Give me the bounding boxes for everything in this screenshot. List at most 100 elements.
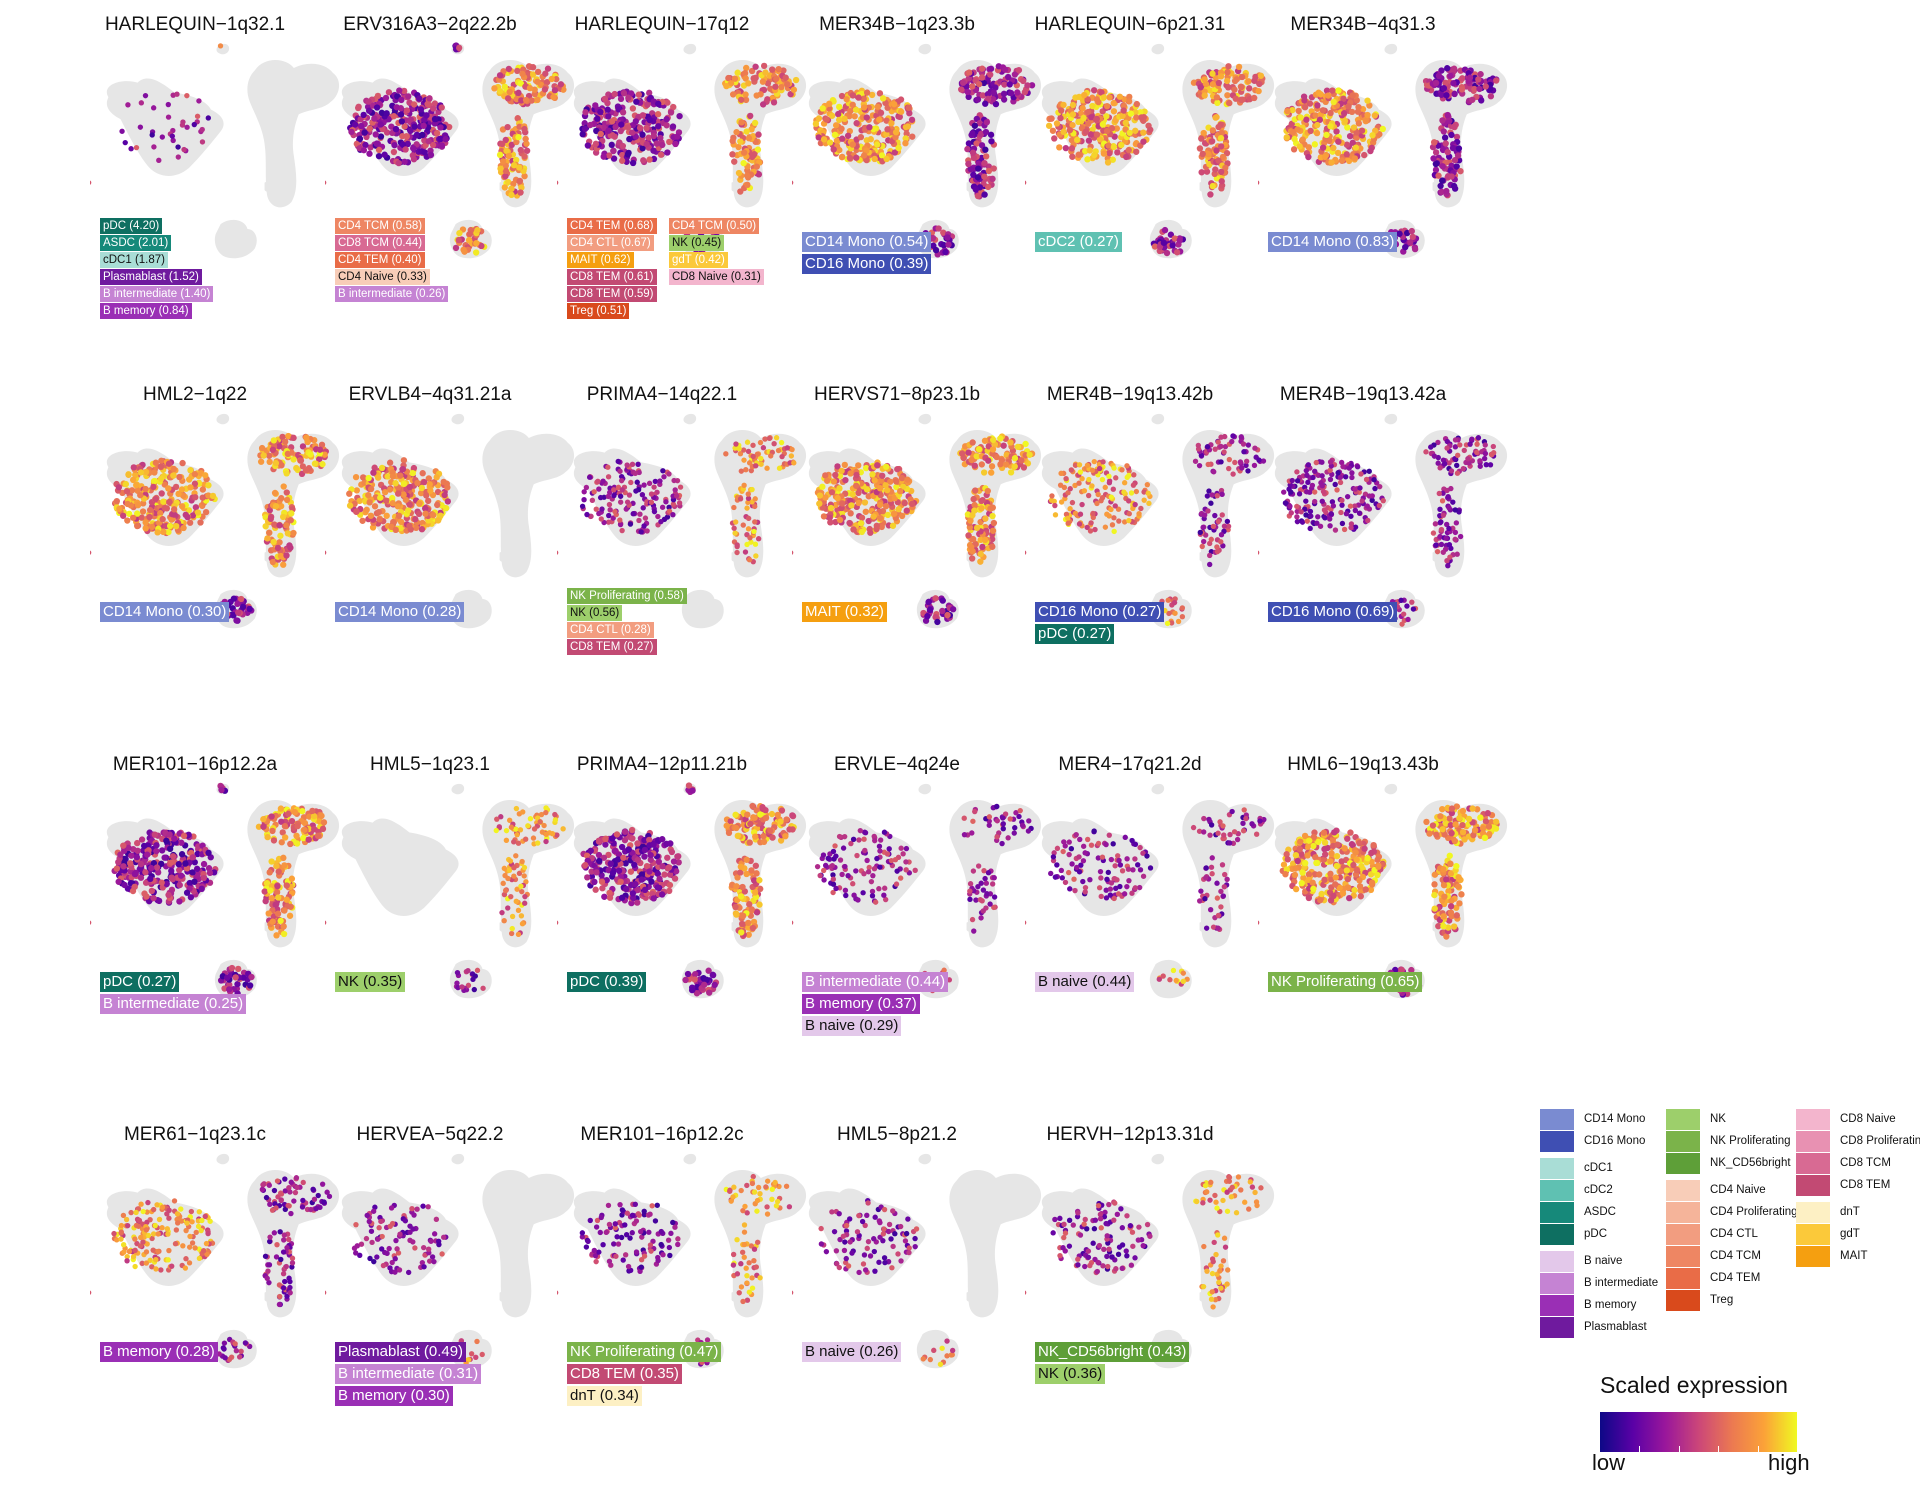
scatter-point	[1198, 169, 1205, 176]
scatter-point	[385, 89, 393, 96]
scatter-point	[1176, 237, 1183, 244]
scatter-point	[424, 100, 431, 108]
scatter-point	[1409, 233, 1416, 241]
scatter-point	[989, 446, 997, 453]
celltype-label: Plasmablast (1.52)	[100, 269, 202, 285]
scatter-point	[605, 113, 612, 120]
scatter-point	[816, 492, 824, 499]
scatter-point	[365, 474, 372, 482]
scatter-point	[891, 149, 898, 156]
scatter-point	[346, 502, 354, 509]
scatter-point	[1094, 500, 1100, 507]
scatter-point	[832, 122, 840, 129]
scatter-point	[597, 108, 604, 116]
scatter-point	[969, 535, 977, 543]
scatter-point	[1239, 96, 1246, 103]
scatter-point	[876, 90, 884, 97]
scatter-point	[989, 535, 996, 543]
scatter-point	[1399, 621, 1405, 627]
scatter-point	[1350, 124, 1358, 131]
scatter-point	[402, 496, 410, 503]
scatter-point	[1258, 180, 1260, 185]
umap-plot	[792, 413, 1042, 629]
scatter-point	[283, 470, 290, 477]
scatter-point	[768, 453, 774, 459]
scatter-point	[132, 471, 139, 479]
scatter-point	[1022, 440, 1029, 448]
scatter-point	[381, 488, 389, 496]
scatter-point	[382, 497, 390, 504]
scatter-point	[400, 87, 408, 95]
scatter-point	[965, 532, 972, 539]
scatter-point	[632, 118, 639, 125]
scatter-point	[1166, 610, 1172, 617]
scatter-point	[279, 433, 286, 441]
scatter-point	[870, 513, 877, 520]
scatter-point	[965, 160, 972, 168]
scatter-point	[176, 881, 183, 889]
scatter-point	[260, 452, 267, 459]
scatter-point	[175, 490, 182, 498]
scatter-point	[1069, 111, 1077, 118]
scatter-point	[983, 119, 990, 126]
scatter-point	[455, 236, 462, 244]
scatter-point	[883, 487, 891, 494]
scatter-point	[1364, 97, 1371, 104]
scatter-point	[981, 173, 988, 180]
scatter-point	[646, 480, 653, 487]
scatter-point	[269, 446, 277, 453]
scatter-point	[819, 105, 826, 112]
scatter-point	[1089, 467, 1096, 473]
scatter-point	[1320, 488, 1327, 495]
scatter-point	[1483, 461, 1489, 468]
scatter-point	[958, 86, 965, 93]
scatter-point	[168, 867, 175, 875]
scatter-point	[1304, 472, 1310, 478]
scatter-point	[627, 521, 634, 527]
panel-title: HARLEQUIN−17q12	[574, 14, 750, 35]
scatter-point	[1446, 525, 1452, 532]
scatter-point	[1124, 463, 1130, 469]
umap-plot	[1025, 43, 1275, 259]
celltype-label-group: CD4 TEM (0.68) CD4 CTL (0.67) MAIT (0.62) C…	[567, 218, 657, 320]
scatter-point	[1352, 486, 1358, 492]
scatter-point	[958, 450, 966, 457]
scatter-point	[1233, 76, 1240, 83]
scatter-point	[1372, 485, 1378, 492]
scatter-point	[171, 511, 178, 518]
scatter-point	[1132, 127, 1139, 134]
scatter-point	[1085, 137, 1093, 144]
scatter-point	[1295, 107, 1302, 115]
scatter-point	[156, 157, 162, 163]
scatter-point	[760, 86, 768, 94]
scatter-point	[435, 517, 442, 524]
scatter-point	[892, 134, 899, 141]
scatter-point	[115, 484, 123, 491]
scatter-point	[403, 107, 411, 114]
scatter-point	[266, 529, 273, 536]
scatter-point	[981, 437, 989, 444]
scatter-point	[628, 479, 634, 486]
scatter-point	[276, 443, 283, 450]
scatter-point	[416, 500, 423, 507]
scatter-point	[1438, 188, 1445, 195]
scatter-point	[632, 470, 638, 477]
scatter-point	[755, 131, 762, 138]
scatter-point	[1455, 452, 1461, 458]
scatter-point	[989, 512, 996, 520]
scatter-point	[733, 441, 739, 447]
scatter-point	[610, 147, 617, 155]
scatter-point	[205, 492, 212, 499]
scatter-point	[1076, 462, 1083, 468]
celltype-label: MAIT (0.32)	[802, 602, 887, 622]
scatter-point	[600, 153, 607, 160]
scatter-point	[1238, 434, 1244, 440]
scatter-point	[1145, 490, 1151, 496]
scatter-point	[1432, 149, 1440, 156]
scatter-point	[316, 456, 323, 463]
scatter-point	[611, 487, 617, 493]
scatter-point	[745, 515, 752, 522]
scatter-point	[270, 437, 278, 444]
scatter-point	[743, 64, 750, 72]
scatter-point	[137, 124, 144, 130]
